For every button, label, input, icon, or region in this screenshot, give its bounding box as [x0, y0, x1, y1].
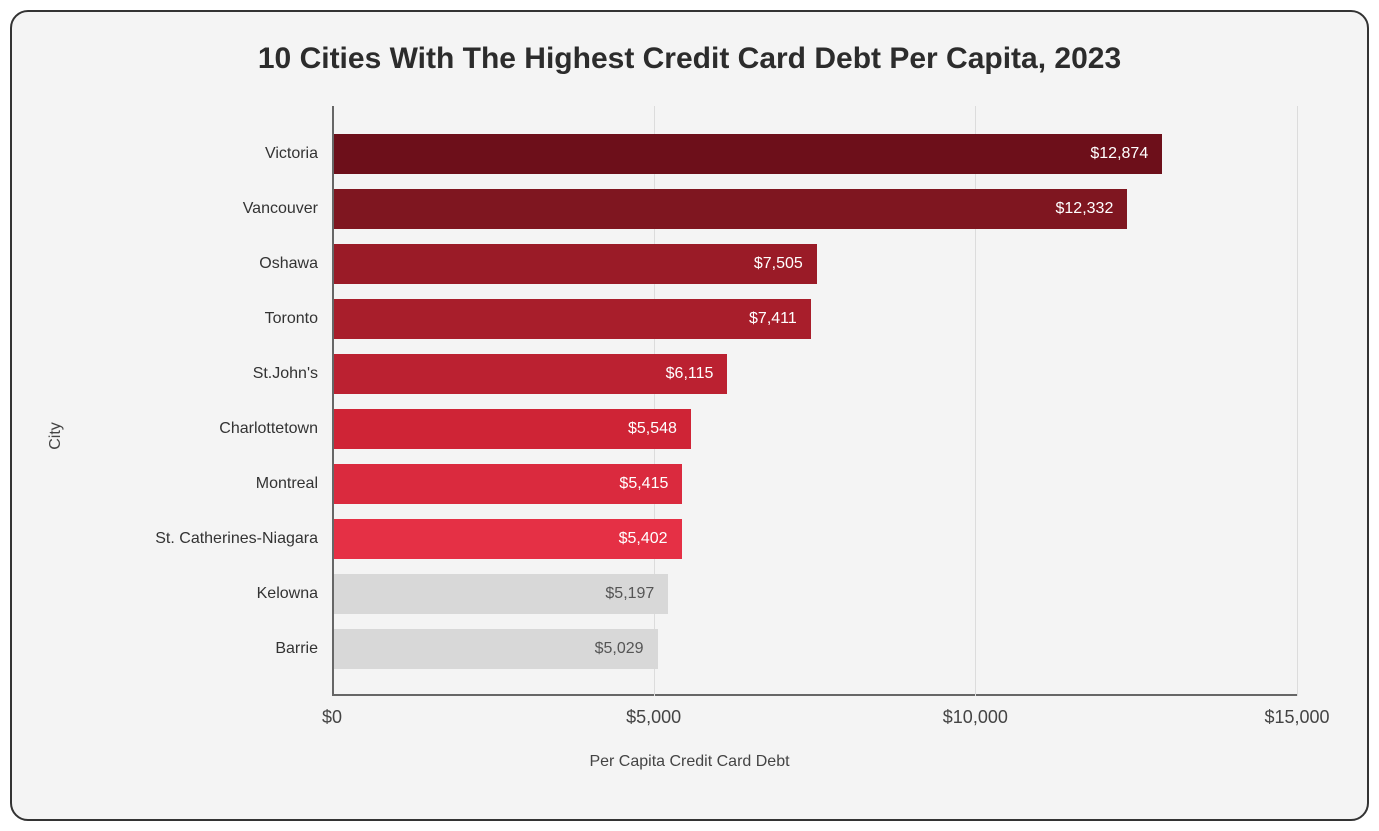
bar-value-label: $5,548	[628, 420, 677, 438]
x-tick-label: $10,000	[943, 707, 1008, 728]
bar-value-label: $5,415	[619, 475, 668, 493]
x-tick-label: $5,000	[626, 707, 681, 728]
bar-value-label: $12,332	[1056, 200, 1114, 218]
bar-row: St. Catherines-Niagara$5,402	[332, 519, 1297, 559]
category-label: Barrie	[275, 640, 318, 658]
gridline	[1297, 106, 1298, 696]
bar-row: Montreal$5,415	[332, 464, 1297, 504]
category-label: Charlottetown	[219, 420, 318, 438]
bar-row: Barrie$5,029	[332, 629, 1297, 669]
category-label: Kelowna	[257, 585, 318, 603]
chart-title: 10 Cities With The Highest Credit Card D…	[52, 42, 1327, 76]
category-label: St.John's	[253, 365, 318, 383]
bar: $6,115	[334, 354, 727, 394]
bar-row: Oshawa$7,505	[332, 244, 1297, 284]
bar-value-label: $7,505	[754, 255, 803, 273]
x-axis-line	[332, 694, 1297, 696]
bar-row: Charlottetown$5,548	[332, 409, 1297, 449]
chart-frame: 10 Cities With The Highest Credit Card D…	[10, 10, 1369, 821]
bar-value-label: $5,402	[619, 530, 668, 548]
bar: $12,332	[334, 189, 1127, 229]
category-label: Vancouver	[243, 200, 318, 218]
bar: $5,197	[334, 574, 668, 614]
bar-row: Toronto$7,411	[332, 299, 1297, 339]
bar: $7,505	[334, 244, 817, 284]
bar: $7,411	[334, 299, 811, 339]
x-axis-label: Per Capita Credit Card Debt	[589, 753, 789, 771]
bar-row: Vancouver$12,332	[332, 189, 1297, 229]
x-tick-label: $15,000	[1264, 707, 1329, 728]
category-label: Victoria	[265, 145, 318, 163]
category-label: Toronto	[265, 310, 318, 328]
bar-value-label: $6,115	[666, 365, 714, 383]
bar: $12,874	[334, 134, 1162, 174]
x-tick-label: $0	[322, 707, 342, 728]
bar: $5,402	[334, 519, 682, 559]
bar-value-label: $5,197	[605, 585, 654, 603]
bar: $5,548	[334, 409, 691, 449]
bar-row: Victoria$12,874	[332, 134, 1297, 174]
category-label: Oshawa	[259, 255, 318, 273]
chart-area: City $0$5,000$10,000$15,000 Victoria$12,…	[52, 106, 1327, 766]
category-label: St. Catherines-Niagara	[155, 530, 318, 548]
bar-value-label: $5,029	[595, 640, 644, 658]
bar-value-label: $7,411	[749, 310, 797, 328]
bar-value-label: $12,874	[1090, 145, 1148, 163]
category-label: Montreal	[256, 475, 318, 493]
plot-area: $0$5,000$10,000$15,000 Victoria$12,874Va…	[332, 106, 1297, 696]
bars-container: Victoria$12,874 Vancouver$12,332 Oshawa$7,…	[332, 126, 1297, 676]
bar-row: Kelowna$5,197	[332, 574, 1297, 614]
bar: $5,029	[334, 629, 658, 669]
bar: $5,415	[334, 464, 682, 504]
bar-row: St.John's$6,115	[332, 354, 1297, 394]
y-axis-label: City	[47, 422, 65, 450]
